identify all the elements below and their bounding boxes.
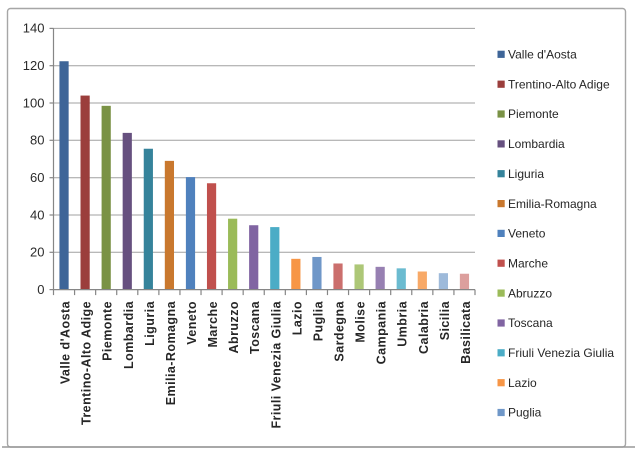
svg-text:Friuli Venezia Giulia: Friuli Venezia Giulia — [269, 300, 283, 428]
svg-text:Marche: Marche — [206, 301, 220, 347]
svg-text:Abruzzo: Abruzzo — [508, 286, 552, 300]
svg-text:Molise: Molise — [354, 301, 368, 343]
svg-text:Puglia: Puglia — [508, 406, 542, 420]
svg-text:Friuli Venezia Giulia: Friuli Venezia Giulia — [508, 346, 614, 360]
svg-text:Lazio: Lazio — [508, 376, 537, 390]
svg-text:120: 120 — [23, 58, 45, 73]
svg-text:Piemonte: Piemonte — [101, 301, 115, 361]
svg-text:140: 140 — [23, 21, 45, 36]
svg-text:60: 60 — [30, 170, 44, 185]
svg-text:Liguria: Liguria — [508, 167, 544, 181]
svg-text:Toscana: Toscana — [248, 300, 262, 354]
svg-text:Lombardia: Lombardia — [122, 300, 136, 369]
svg-text:Veneto: Veneto — [508, 227, 546, 241]
svg-text:Emilia-Romagna: Emilia-Romagna — [508, 197, 597, 211]
svg-text:Abruzzo: Abruzzo — [227, 301, 241, 353]
svg-text:Piemonte: Piemonte — [508, 107, 559, 121]
svg-text:Valle d'Aosta: Valle d'Aosta — [508, 48, 577, 62]
svg-text:0: 0 — [37, 282, 44, 297]
svg-text:Lazio: Lazio — [290, 301, 304, 335]
svg-text:Umbria: Umbria — [396, 300, 410, 346]
svg-text:Marche: Marche — [508, 256, 548, 270]
svg-text:Emilia-Romagna: Emilia-Romagna — [164, 300, 178, 405]
svg-text:Campania: Campania — [375, 300, 389, 364]
svg-text:Valle d'Aosta: Valle d'Aosta — [59, 300, 73, 384]
svg-text:Trentino-Alto Adige: Trentino-Alto Adige — [508, 77, 610, 91]
svg-text:Calabria: Calabria — [417, 300, 431, 354]
svg-text:100: 100 — [23, 95, 45, 110]
svg-text:Basilicata: Basilicata — [459, 300, 473, 363]
svg-text:Puglia: Puglia — [311, 300, 325, 341]
svg-text:Lombardia: Lombardia — [508, 137, 565, 151]
svg-text:80: 80 — [30, 133, 44, 148]
svg-text:Toscana: Toscana — [508, 316, 553, 330]
svg-text:20: 20 — [30, 245, 44, 260]
svg-text:Sardegna: Sardegna — [333, 300, 347, 361]
svg-text:Trentino-Alto Adige: Trentino-Alto Adige — [80, 301, 94, 425]
svg-text:Liguria: Liguria — [143, 300, 157, 345]
svg-text:40: 40 — [30, 207, 44, 222]
svg-text:Veneto: Veneto — [185, 301, 199, 345]
svg-text:Sicilia: Sicilia — [438, 300, 452, 340]
